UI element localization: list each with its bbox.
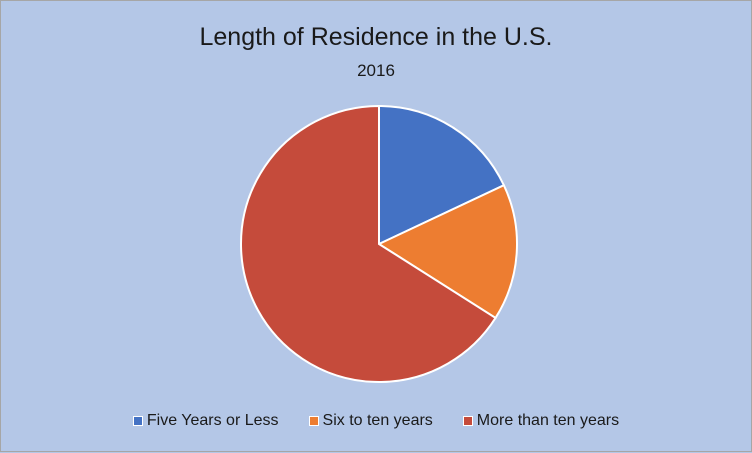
legend-label: Six to ten years — [322, 412, 433, 429]
pie-slice-five-years-or-less — [378, 104, 506, 246]
legend-item-six-to-ten-years: Six to ten years — [308, 412, 433, 430]
pie-slice-six-to-ten-years — [376, 183, 518, 320]
legend-item-five-years-or-less: Five Years or Less — [132, 412, 279, 430]
legend-label: More than ten years — [476, 412, 620, 429]
pie-slice-more-than-ten-years — [240, 104, 497, 383]
chart-subtitle: 2016 — [357, 61, 395, 80]
legend-swatch — [462, 416, 473, 426]
legend-swatch — [308, 416, 319, 426]
legend: Five Years or Less Six to ten years More… — [1, 412, 751, 430]
chart-title: Length of Residence in the U.S. — [199, 23, 553, 51]
legend-swatch — [132, 416, 143, 426]
legend-item-more-than-ten-years: More than ten years — [462, 412, 620, 430]
legend-label: Five Years or Less — [146, 412, 279, 429]
